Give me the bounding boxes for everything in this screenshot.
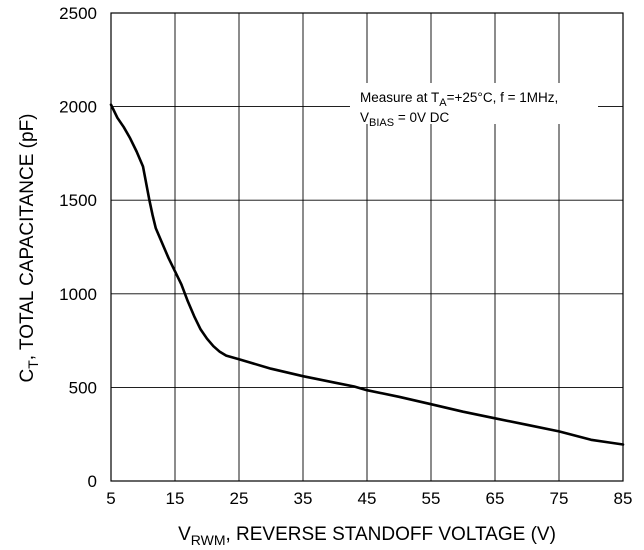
annotation-line-2: VBIAS = 0V DC	[360, 110, 449, 129]
x-tick-label-4: 45	[358, 489, 377, 508]
x-axis-ticks: 5 15 25 35 45 55 65 75 85	[106, 489, 632, 508]
y-tick-label-5: 2500	[59, 4, 97, 23]
y-tick-label-4: 2000	[59, 98, 97, 117]
y-axis-ticks: 0 500 1000 1500 2000 2500	[59, 4, 97, 491]
y-axis-label: CT, TOTAL CAPACITANCE (pF)	[17, 114, 41, 383]
x-tick-label-3: 35	[294, 489, 313, 508]
series-line	[109, 103, 625, 446]
x-tick-label-0: 5	[106, 489, 115, 508]
y-tick-label-2: 1000	[59, 285, 97, 304]
x-tick-label-1: 15	[166, 489, 185, 508]
x-tick-label-2: 25	[230, 489, 249, 508]
y-tick-label-1: 500	[69, 378, 97, 397]
y-tick-label-0: 0	[88, 472, 97, 491]
annotation-line-1: Measure at TA=+25°C, f = 1MHz,	[360, 90, 558, 109]
annotation-box	[350, 83, 598, 124]
plot-frame	[110, 12, 624, 482]
x-tick-label-8: 85	[614, 489, 633, 508]
x-tick-label-5: 55	[422, 489, 441, 508]
y-tick-label-3: 1500	[59, 191, 97, 210]
x-tick-label-7: 75	[550, 489, 569, 508]
x-axis-label: VRWM, REVERSE STANDOFF VOLTAGE (V)	[178, 524, 556, 548]
x-tick-label-6: 65	[486, 489, 505, 508]
